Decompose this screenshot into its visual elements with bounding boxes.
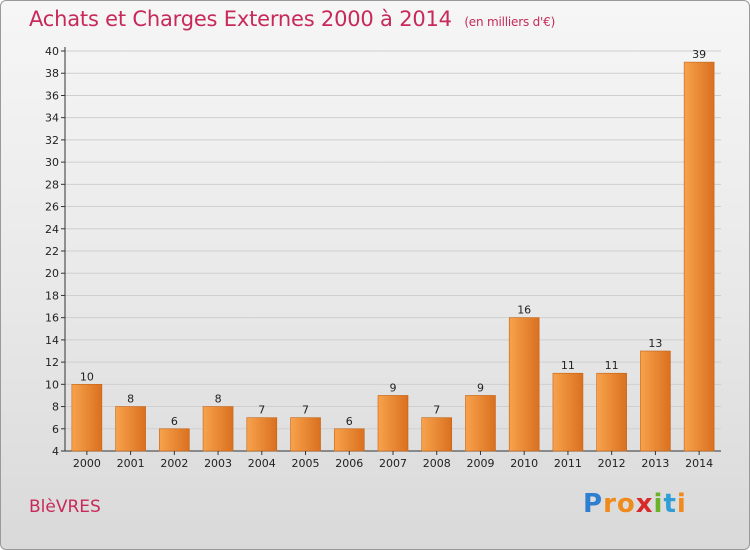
y-tick-label: 28 xyxy=(45,178,59,191)
bar-value-label: 11 xyxy=(605,359,619,372)
bar-value-label: 8 xyxy=(215,393,222,406)
x-tick-label: 2000 xyxy=(73,457,101,470)
x-tick-label: 2009 xyxy=(466,457,494,470)
y-tick-label: 34 xyxy=(45,112,59,125)
bar-value-label: 10 xyxy=(80,370,94,383)
bar-value-label: 13 xyxy=(648,337,662,350)
x-tick-label: 2014 xyxy=(685,457,713,470)
bar xyxy=(290,417,321,452)
x-tick-label: 2004 xyxy=(248,457,276,470)
bar xyxy=(159,428,190,452)
y-tick-label: 38 xyxy=(45,67,59,80)
x-tick-label: 2011 xyxy=(554,457,582,470)
proxiti-logo: Proxiti xyxy=(583,489,687,519)
bar xyxy=(465,395,496,452)
x-tick-label: 2001 xyxy=(117,457,145,470)
logo-letter: o xyxy=(616,489,636,519)
y-tick-label: 14 xyxy=(45,334,59,347)
bar xyxy=(202,406,234,452)
y-tick-label: 6 xyxy=(52,423,59,436)
bar xyxy=(377,395,409,452)
bar xyxy=(115,406,146,452)
logo-letter: r xyxy=(603,489,617,519)
bar-value-label: 6 xyxy=(346,415,353,428)
bar-value-label: 6 xyxy=(171,415,178,428)
y-tick-label: 18 xyxy=(45,289,59,302)
chart-subtitle: (en milliers d'€) xyxy=(464,15,556,29)
commune-name: BlèVRES xyxy=(29,497,101,517)
x-tick-label: 2013 xyxy=(641,457,669,470)
y-tick-label: 22 xyxy=(45,245,59,258)
bar xyxy=(421,417,453,452)
x-tick-label: 2006 xyxy=(335,457,363,470)
y-tick-label: 16 xyxy=(45,312,59,325)
x-tick-label: 2005 xyxy=(292,457,320,470)
y-tick-label: 36 xyxy=(45,89,59,102)
chart-title-text: Achats et Charges Externes 2000 à 2014 xyxy=(29,7,452,31)
bar xyxy=(333,428,365,452)
bar-value-label: 16 xyxy=(517,304,531,317)
logo-letter: i xyxy=(653,489,664,519)
logo-letter: x xyxy=(635,489,654,519)
logo-letter: P xyxy=(583,489,604,519)
x-tick-label: 2010 xyxy=(510,457,538,470)
y-tick-label: 24 xyxy=(45,223,59,236)
bar-value-label: 7 xyxy=(258,404,265,417)
y-tick-label: 32 xyxy=(45,134,59,147)
bar-value-label: 7 xyxy=(433,404,440,417)
y-tick-label: 4 xyxy=(52,445,59,458)
bar xyxy=(552,372,584,452)
bar xyxy=(71,384,103,452)
y-tick-label: 20 xyxy=(45,267,59,280)
bar-value-label: 8 xyxy=(127,393,134,406)
chart-title: Achats et Charges Externes 2000 à 2014 (… xyxy=(29,7,555,31)
bar-value-label: 39 xyxy=(692,48,706,61)
bar-value-label: 7 xyxy=(302,404,309,417)
logo-letter: t xyxy=(663,489,677,519)
x-tick-label: 2007 xyxy=(379,457,407,470)
bar xyxy=(508,317,540,452)
y-tick-label: 26 xyxy=(45,201,59,214)
x-tick-label: 2002 xyxy=(160,457,188,470)
y-tick-label: 30 xyxy=(45,156,59,169)
bar-value-label: 9 xyxy=(390,381,397,394)
bar xyxy=(640,350,671,452)
bar xyxy=(246,417,278,452)
logo-letter: i xyxy=(676,489,687,519)
x-tick-label: 2003 xyxy=(204,457,232,470)
x-tick-label: 2008 xyxy=(423,457,451,470)
bar-value-label: 11 xyxy=(561,359,575,372)
x-tick-label: 2012 xyxy=(598,457,626,470)
y-tick-label: 40 xyxy=(45,45,59,58)
y-tick-label: 10 xyxy=(45,378,59,391)
bar xyxy=(683,61,715,452)
y-tick-label: 8 xyxy=(52,401,59,414)
bar-value-label: 9 xyxy=(477,381,484,394)
bar xyxy=(596,372,627,452)
y-tick-label: 12 xyxy=(45,356,59,369)
